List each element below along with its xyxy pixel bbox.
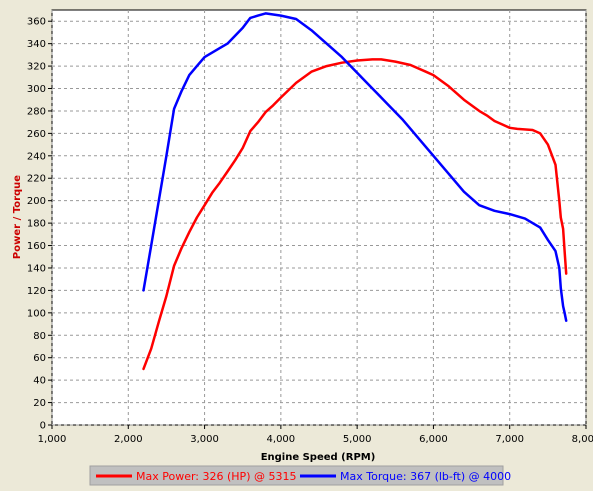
y-tick-label: 220	[27, 174, 46, 185]
x-tick-label: 2,000	[114, 434, 143, 445]
y-tick-label: 100	[27, 308, 46, 319]
x-tick-label: 1,000	[38, 434, 67, 445]
y-tick-label: 80	[33, 331, 46, 342]
y-tick-label: 120	[27, 286, 46, 297]
y-tick-label: 360	[27, 17, 46, 28]
y-tick-label: 180	[27, 219, 46, 230]
x-tick-label: 4,000	[267, 434, 296, 445]
y-tick-label: 20	[33, 398, 46, 409]
y-axis-title: Power / Torque	[12, 175, 23, 259]
y-tick-label: 160	[27, 241, 46, 252]
y-tick-label: 60	[33, 353, 46, 364]
x-tick-label: 8,000	[572, 434, 593, 445]
y-tick-label: 140	[27, 263, 46, 274]
y-tick-label: 300	[27, 84, 46, 95]
y-tick-label: 240	[27, 151, 46, 162]
x-tick-label: 3,000	[190, 434, 219, 445]
y-tick-label: 0	[40, 421, 46, 432]
grid-lines	[51, 10, 587, 426]
legend-power-label: Max Power: 326 (HP) @ 5315	[136, 470, 296, 483]
x-tick-label: 7,000	[495, 434, 524, 445]
y-tick-label: 320	[27, 62, 46, 73]
legend: Max Power: 326 (HP) @ 5315 Max Torque: 3…	[89, 465, 511, 486]
x-tick-label: 5,000	[343, 434, 372, 445]
y-tick-label: 280	[27, 106, 46, 117]
x-axis-ticks: 1,000 2,000 3,000 4,000 5,000 6,000 7,000 8,000	[38, 425, 593, 445]
torque-series-line	[142, 12, 568, 322]
x-tick-label: 6,000	[419, 434, 448, 445]
y-tick-label: 200	[27, 196, 46, 207]
x-axis-title: Engine Speed (RPM)	[261, 452, 376, 463]
series-layer	[142, 12, 568, 371]
power-series-line	[142, 58, 568, 371]
plot-area	[51, 9, 587, 426]
y-axis-ticks: 0 20 40 60 80 100 120 140 160 180 200 220 240 260 280 3…	[27, 17, 52, 432]
y-tick-label: 340	[27, 39, 46, 50]
y-tick-label: 260	[27, 129, 46, 140]
legend-box	[89, 465, 504, 486]
y-tick-label: 40	[33, 376, 46, 387]
legend-torque-label: Max Torque: 367 (lb-ft) @ 4000	[340, 470, 511, 483]
